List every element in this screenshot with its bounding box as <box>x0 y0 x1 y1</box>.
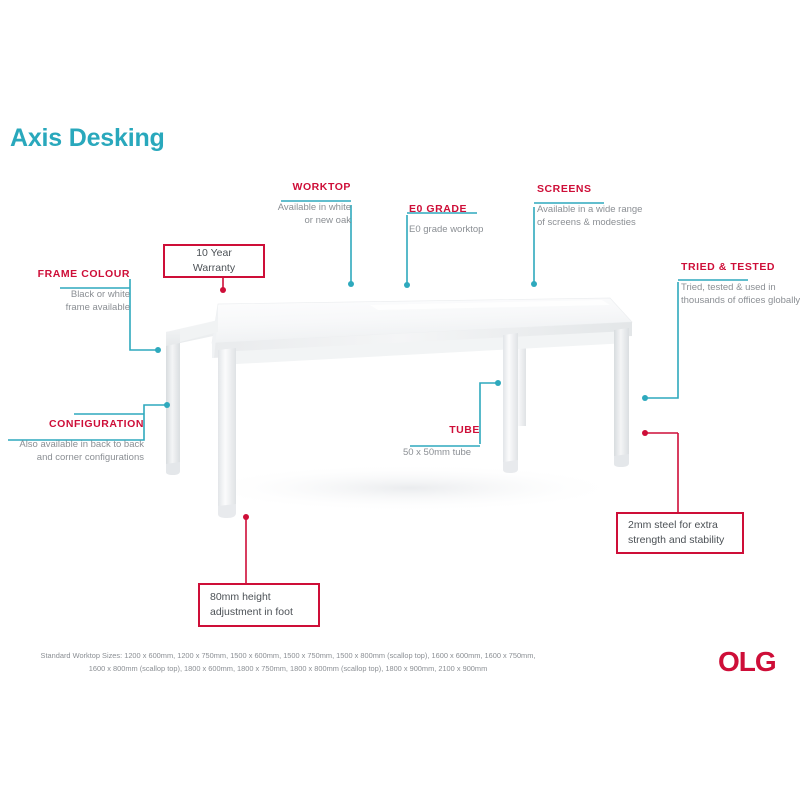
boxed-callout-height-adjustment-text: 80mm height adjustment in foot <box>210 591 293 618</box>
boxed-callout-warranty: 10 Year Warranty <box>163 244 265 278</box>
callout-screens-body: Available in a wide range of screens & m… <box>537 203 643 229</box>
callout-tube-body: 50 x 50mm tube <box>402 446 472 458</box>
boxed-callout-steel-strength: 2mm steel for extra strength and stabili… <box>616 512 744 554</box>
callout-configuration: CONFIGURATION Also available in back to … <box>0 418 144 465</box>
olg-logo-text: OLG <box>718 646 776 677</box>
callout-screens-title: SCREENS <box>537 183 592 195</box>
callout-screens: SCREENS Available in a wide range of scr… <box>537 183 712 230</box>
callout-e0-grade-title: E0 GRADE <box>409 203 468 215</box>
footer-sizes-line-1: Standard Worktop Sizes: 1200 x 600mm, 12… <box>40 651 536 660</box>
footer-standard-sizes: Standard Worktop Sizes: 1200 x 600mm, 12… <box>8 650 568 676</box>
callout-e0-grade: E0 GRADE E0 grade worktop <box>409 203 549 236</box>
callout-frame-colour-body: Black or white frame available <box>65 288 130 314</box>
callout-worktop-body: Available in white or new oak <box>277 201 351 227</box>
desk-leg-back-left-foot <box>166 462 180 475</box>
desk-apron-front <box>218 331 628 365</box>
desk-product-image <box>140 280 660 540</box>
callout-tried-and-tested: TRIED & TESTED Tried, tested & used in t… <box>681 261 800 308</box>
footer-sizes-line-2: 1600 x 800mm (scallop top), 1800 x 600mm… <box>88 663 488 673</box>
desk-svg <box>166 297 633 518</box>
desk-leg-back-left <box>166 330 180 472</box>
boxed-callout-warranty-text: 10 Year Warranty <box>192 247 236 274</box>
page-title: Axis Desking <box>10 124 165 152</box>
boxed-callout-height-adjustment: 80mm height adjustment in foot <box>198 583 320 627</box>
olg-logo-svg: OLG <box>718 646 777 677</box>
callout-configuration-body: Also available in back to back and corne… <box>19 438 144 464</box>
callout-tube-title: TUBE <box>449 424 480 436</box>
callout-frame-colour: FRAME COLOUR Black or white frame availa… <box>0 268 130 315</box>
callout-tube: TUBE 50 x 50mm tube <box>380 424 480 459</box>
desk-leg-front-right <box>614 328 629 467</box>
callout-worktop-title: WORKTOP <box>292 181 351 193</box>
desk-top-highlight <box>370 300 610 310</box>
desk-floor-shadow <box>195 464 625 512</box>
desk-leg-middle <box>503 333 518 473</box>
callout-tried-and-tested-body: Tried, tested & used in thousands of off… <box>681 281 800 307</box>
olg-logo: OLG <box>718 645 792 679</box>
desk-leg-front-left <box>218 348 236 518</box>
callout-configuration-title: CONFIGURATION <box>48 418 144 430</box>
desk-rail-left-side <box>180 320 218 342</box>
callout-e0-grade-body: E0 grade worktop <box>409 223 484 235</box>
callout-frame-colour-title: FRAME COLOUR <box>37 268 130 280</box>
callout-worktop: WORKTOP Available in white or new oak <box>221 181 351 228</box>
callout-tried-and-tested-title: TRIED & TESTED <box>681 261 776 273</box>
boxed-callout-steel-strength-text: 2mm steel for extra strength and stabili… <box>628 519 725 546</box>
